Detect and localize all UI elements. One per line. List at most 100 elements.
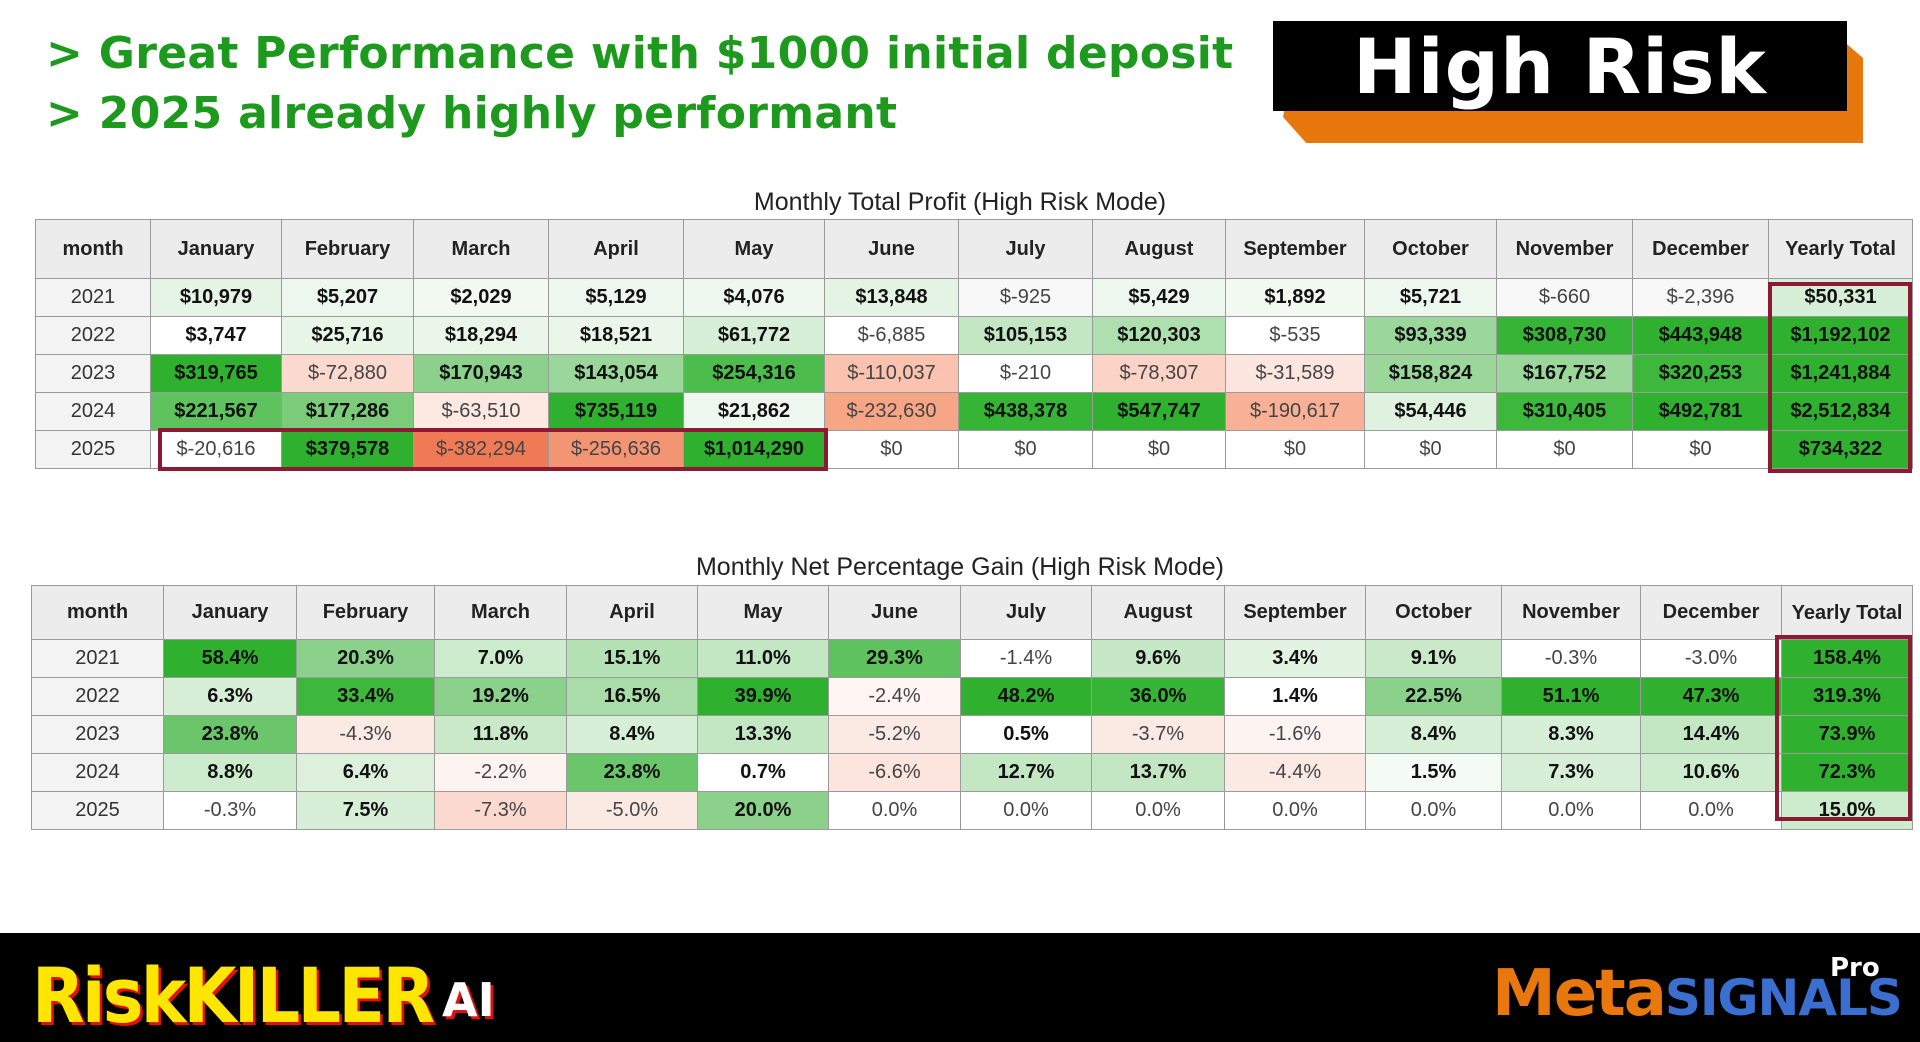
row-year: 2024 [35, 392, 151, 431]
table-cell: 11.0% [697, 639, 829, 678]
column-header: July [960, 585, 1092, 640]
table-cell: 29.3% [828, 639, 961, 678]
table-cell: $167,752 [1496, 354, 1633, 393]
table-cell: 73.9% [1781, 715, 1913, 754]
table-cell: -7.3% [434, 791, 567, 830]
table-cell: 33.4% [296, 677, 435, 716]
table-cell: $-256,636 [548, 430, 684, 469]
table-cell: $120,303 [1092, 316, 1226, 355]
column-header: November [1501, 585, 1641, 640]
table-cell: $734,322 [1768, 430, 1913, 469]
column-header: April [548, 219, 684, 279]
metasignals-logo: MetaSIGNALS [1492, 957, 1903, 1031]
table-cell: -5.0% [566, 791, 698, 830]
table-cell: 0.0% [828, 791, 961, 830]
table-cell: 8.8% [163, 753, 297, 792]
table-cell: $443,948 [1632, 316, 1769, 355]
table-cell: 6.4% [296, 753, 435, 792]
table-cell: 20.0% [697, 791, 829, 830]
table-cell: $-20,616 [150, 430, 282, 469]
table-cell: -2.2% [434, 753, 567, 792]
table-cell: $-63,510 [413, 392, 549, 431]
table-cell: $61,772 [683, 316, 825, 355]
column-header: month [31, 585, 164, 640]
column-header: Yearly Total [1781, 585, 1913, 640]
table-row: 2022 6.3% 33.4% 19.2% 16.5% 39.9% -2.4% 48.2% 36… [31, 677, 1913, 716]
table-cell: $50,331 [1768, 278, 1913, 317]
table-cell: 47.3% [1640, 677, 1782, 716]
table-cell: -1.6% [1224, 715, 1366, 754]
table-cell: $18,521 [548, 316, 684, 355]
table-cell: $320,253 [1632, 354, 1769, 393]
table-cell: 51.1% [1501, 677, 1641, 716]
table-cell: 0.5% [960, 715, 1092, 754]
table-cell: $319,765 [150, 354, 282, 393]
table-cell: $-210 [958, 354, 1093, 393]
table-cell: -5.2% [828, 715, 961, 754]
table-cell: 15.1% [566, 639, 698, 678]
table-cell: 11.8% [434, 715, 567, 754]
table-cell: 48.2% [960, 677, 1092, 716]
row-year: 2024 [31, 753, 164, 792]
riskkiller-logo: RiskKILLER [32, 951, 435, 1040]
column-header: April [566, 585, 698, 640]
table-cell: $-925 [958, 278, 1093, 317]
table-cell: $0 [958, 430, 1093, 469]
column-header: March [434, 585, 567, 640]
table-cell: $1,014,290 [683, 430, 825, 469]
row-year: 2022 [35, 316, 151, 355]
table-cell: 7.3% [1501, 753, 1641, 792]
column-header: July [958, 219, 1093, 279]
table-cell: 3.4% [1224, 639, 1366, 678]
profit-table-title: Monthly Total Profit (High Risk Mode) [753, 188, 1167, 216]
table-cell: 22.5% [1365, 677, 1502, 716]
table-cell: $492,781 [1632, 392, 1769, 431]
table-cell: $170,943 [413, 354, 549, 393]
column-header: June [824, 219, 959, 279]
table-cell: 72.3% [1781, 753, 1913, 792]
table-cell: $438,378 [958, 392, 1093, 431]
table-cell: 39.9% [697, 677, 829, 716]
table-cell: 7.5% [296, 791, 435, 830]
table-cell: 19.2% [434, 677, 567, 716]
table-cell: -2.4% [828, 677, 961, 716]
table-cell: $-2,396 [1632, 278, 1769, 317]
table-cell: -6.6% [828, 753, 961, 792]
table-cell: $158,824 [1364, 354, 1497, 393]
metasignals-logo-meta: Meta [1492, 957, 1667, 1031]
column-header: February [296, 585, 435, 640]
column-header: August [1091, 585, 1225, 640]
table-cell: 23.8% [163, 715, 297, 754]
table-cell: 15.0% [1781, 791, 1913, 830]
table-cell: 9.1% [1365, 639, 1502, 678]
column-header: October [1365, 585, 1502, 640]
percent-table-title: Monthly Net Percentage Gain (High Risk M… [695, 553, 1224, 581]
table-cell: $177,286 [281, 392, 414, 431]
risk-badge: High Risk [1273, 21, 1873, 143]
table-cell: $-110,037 [824, 354, 959, 393]
table-cell: 6.3% [163, 677, 297, 716]
table-cell: 23.8% [566, 753, 698, 792]
table-cell: 8.4% [1365, 715, 1502, 754]
column-header: December [1640, 585, 1782, 640]
table-cell: 0.0% [1640, 791, 1782, 830]
row-year: 2021 [31, 639, 164, 678]
table-cell: $4,076 [683, 278, 825, 317]
table-cell: -4.4% [1224, 753, 1366, 792]
table-row: 2025 -0.3% 7.5% -7.3% -5.0% 20.0% 0.0% 0.0% 0.0%… [31, 791, 1913, 830]
column-header: September [1225, 219, 1365, 279]
table-cell: 0.0% [1501, 791, 1641, 830]
table-cell: $105,153 [958, 316, 1093, 355]
table-cell: 0.0% [960, 791, 1092, 830]
table-cell: 158.4% [1781, 639, 1913, 678]
table-row: 2022 $3,747 $25,716 $18,294 $18,521 $61,772 $-… [35, 316, 1913, 355]
metasignals-logo-pro: Pro [1830, 953, 1880, 983]
table-cell: 319.3% [1781, 677, 1913, 716]
table-cell: 8.3% [1501, 715, 1641, 754]
table-cell: $54,446 [1364, 392, 1497, 431]
table-cell: $0 [1092, 430, 1226, 469]
table-cell: $143,054 [548, 354, 684, 393]
table-cell: -0.3% [163, 791, 297, 830]
table-cell: $5,721 [1364, 278, 1497, 317]
table-row: 2025 $-20,616 $379,578 $-382,294 $-256,636 $1… [35, 430, 1913, 469]
